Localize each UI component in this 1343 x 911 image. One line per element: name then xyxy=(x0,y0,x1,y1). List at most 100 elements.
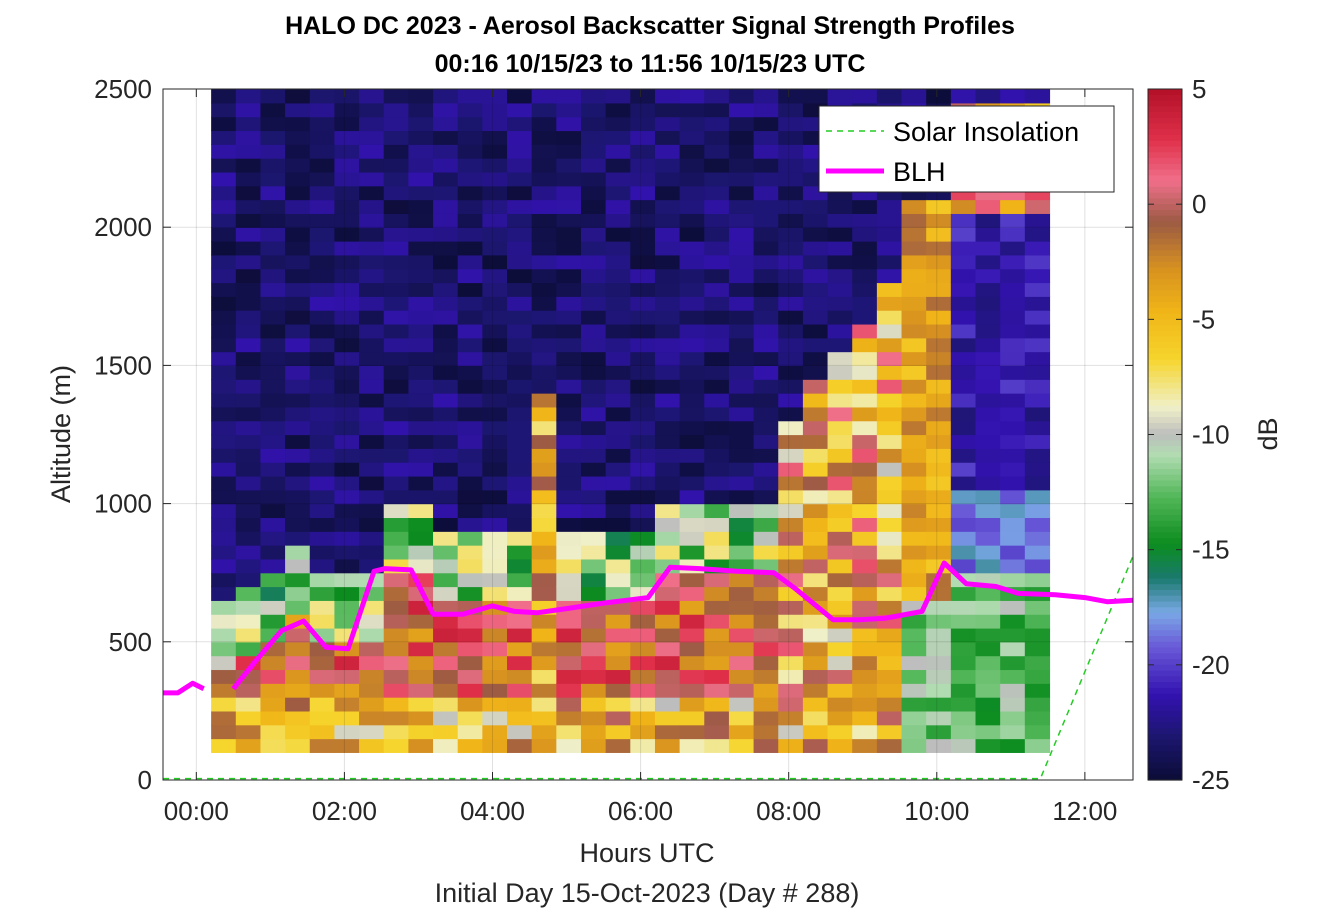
heatmap-cell xyxy=(482,669,508,684)
heatmap-cell xyxy=(359,655,385,671)
heatmap-cell xyxy=(457,558,483,574)
heatmap-cell xyxy=(679,545,705,560)
heatmap-cell xyxy=(309,213,336,228)
heatmap-cell xyxy=(531,655,557,671)
heatmap-cell xyxy=(260,531,286,546)
heatmap-cell xyxy=(827,434,853,449)
heatmap-cell xyxy=(580,268,607,284)
heatmap-cell xyxy=(852,724,878,740)
heatmap-cell xyxy=(383,448,409,463)
heatmap-cell xyxy=(260,683,286,698)
heatmap-cell xyxy=(654,296,681,311)
heatmap-cell xyxy=(1024,627,1051,643)
heatmap-cell xyxy=(802,89,829,104)
heatmap-cell xyxy=(926,282,952,297)
heatmap-cell xyxy=(556,724,582,740)
heatmap-cell xyxy=(457,710,483,726)
heatmap-cell xyxy=(408,254,434,270)
heatmap-cell xyxy=(309,241,336,256)
heatmap-cell xyxy=(975,600,1001,615)
heatmap-cell xyxy=(926,323,952,339)
heatmap-cell xyxy=(359,351,385,366)
heatmap-cell xyxy=(309,462,336,477)
heatmap-cell xyxy=(507,116,533,132)
heatmap-cell xyxy=(802,475,829,491)
heatmap-cell xyxy=(728,683,755,698)
heatmap-cell xyxy=(235,545,262,560)
heatmap-cell xyxy=(728,614,755,629)
heatmap-cell xyxy=(433,683,459,698)
heatmap-cell xyxy=(285,710,311,726)
heatmap-cell xyxy=(531,683,557,698)
heatmap-cell xyxy=(901,406,927,422)
heatmap-cell xyxy=(285,296,311,311)
heatmap-cell xyxy=(876,641,903,657)
heatmap-cell xyxy=(901,199,927,214)
heatmap-cell xyxy=(285,241,311,256)
heatmap-cell xyxy=(728,669,755,684)
heatmap-cell xyxy=(408,545,434,560)
heatmap-cell xyxy=(679,116,705,132)
colorbar-segment xyxy=(1148,365,1182,372)
heatmap-cell xyxy=(901,365,927,380)
colorbar-segment xyxy=(1148,699,1182,706)
heatmap-cell xyxy=(679,227,705,242)
heatmap-cell xyxy=(507,641,533,657)
heatmap-cell xyxy=(531,641,557,657)
heatmap-cell xyxy=(531,448,557,463)
heatmap-cell xyxy=(482,241,508,256)
heatmap-cell xyxy=(359,365,385,380)
heatmap-cell xyxy=(580,434,607,449)
heatmap-cell xyxy=(285,102,311,118)
heatmap-cell xyxy=(654,489,681,505)
heatmap-cell xyxy=(876,669,903,684)
heatmap-cell xyxy=(876,213,903,228)
heatmap-cell xyxy=(482,365,508,380)
heatmap-cell xyxy=(235,503,262,519)
heatmap-cell xyxy=(260,296,286,311)
heatmap-cell xyxy=(654,116,681,132)
heatmap-cell xyxy=(408,669,434,684)
heatmap-cell xyxy=(580,144,607,159)
heatmap-cell xyxy=(704,434,730,449)
heatmap-cell xyxy=(383,614,409,629)
heatmap-cell xyxy=(211,434,237,449)
heatmap-cell xyxy=(975,379,1001,394)
heatmap-cell xyxy=(654,337,681,353)
colorbar-segment xyxy=(1148,520,1182,528)
heatmap-cell xyxy=(235,641,262,657)
heatmap-cell xyxy=(211,144,237,159)
heatmap-cell xyxy=(802,545,829,560)
heatmap-cell xyxy=(950,365,977,380)
heatmap-cell xyxy=(876,268,903,284)
heatmap-cell xyxy=(901,241,927,256)
heatmap-cell xyxy=(950,241,977,256)
heatmap-cell xyxy=(211,641,237,657)
heatmap-cell xyxy=(926,337,952,353)
heatmap-cell xyxy=(926,254,952,270)
heatmap-cell xyxy=(383,600,409,615)
heatmap-cell xyxy=(630,641,656,657)
heatmap-cell xyxy=(359,503,385,519)
heatmap-cell xyxy=(1024,489,1051,505)
heatmap-cell xyxy=(309,614,336,629)
heatmap-cell xyxy=(383,710,409,726)
heatmap-cell xyxy=(433,614,459,629)
heatmap-cell xyxy=(605,158,631,173)
heatmap-cell xyxy=(457,406,483,422)
heatmap-cell xyxy=(433,296,459,311)
heatmap-cell xyxy=(926,213,952,228)
heatmap-cell xyxy=(654,434,681,449)
heatmap-cell xyxy=(630,351,656,366)
heatmap-cell xyxy=(383,337,409,353)
heatmap-cell xyxy=(507,227,533,242)
heatmap-cell xyxy=(482,351,508,366)
heatmap-cell xyxy=(605,627,631,643)
heatmap-cell xyxy=(260,710,286,726)
heatmap-cell xyxy=(605,710,631,726)
heatmap-cell xyxy=(753,669,779,684)
heatmap-cell xyxy=(926,697,952,712)
heatmap-cell xyxy=(876,710,903,726)
heatmap-cell xyxy=(827,296,853,311)
heatmap-cell xyxy=(531,130,557,145)
